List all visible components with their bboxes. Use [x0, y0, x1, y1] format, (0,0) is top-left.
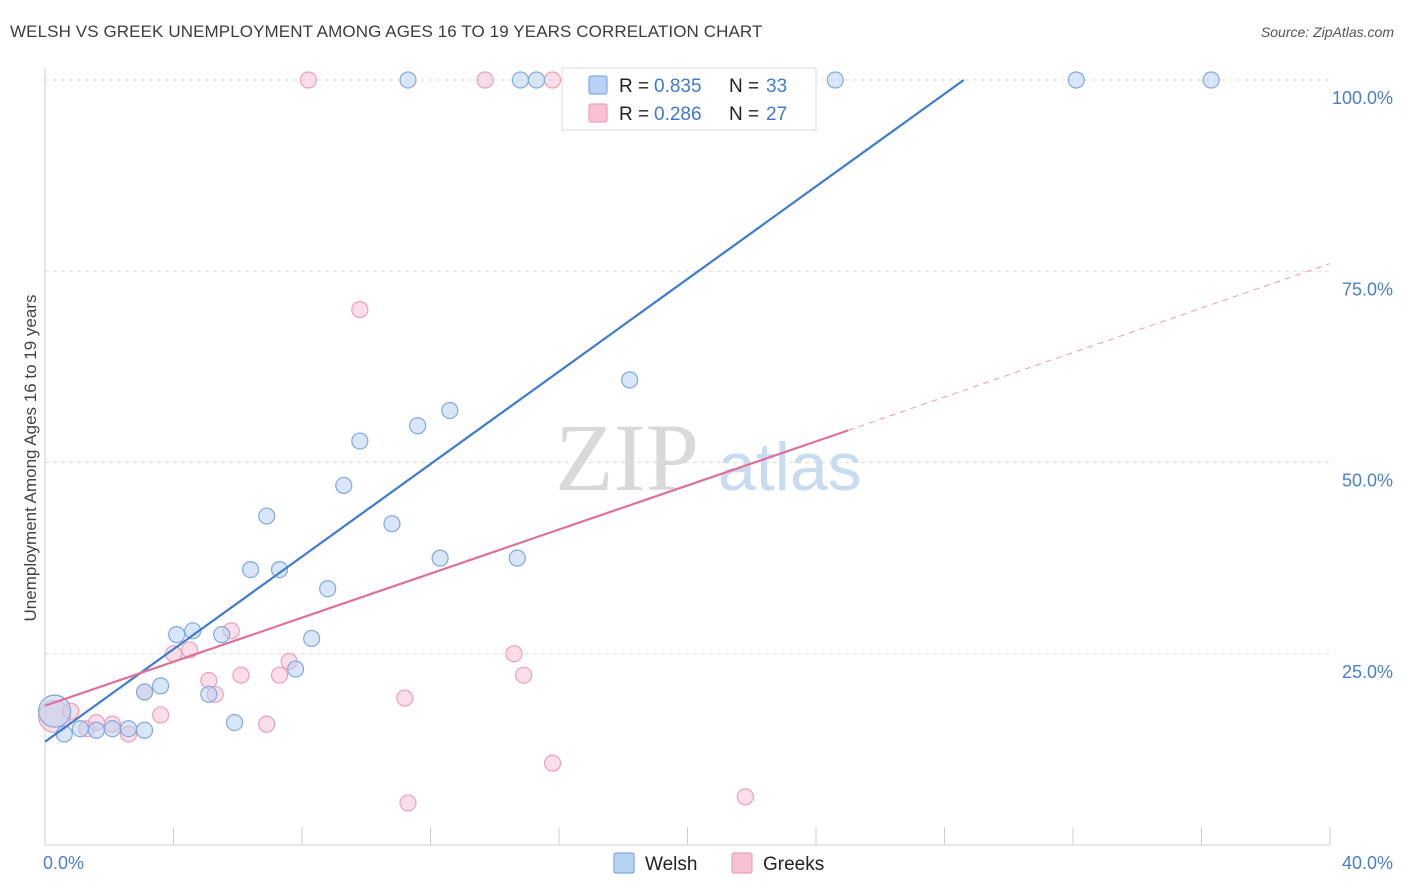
welsh-point: [1202, 71, 1220, 89]
watermark: ZIP atlas: [555, 404, 862, 511]
grid: [45, 79, 1330, 655]
y-tick-label: 75.0%: [1342, 279, 1393, 299]
welsh-point: [152, 677, 170, 695]
welsh-point: [168, 626, 186, 644]
welsh-point: [409, 417, 427, 435]
greeks-trendline: [44, 429, 849, 707]
greeks-trendline-extension: [847, 263, 1331, 431]
welsh-point: [270, 560, 289, 579]
welsh-point: [527, 71, 546, 89]
greeks-point: [270, 666, 289, 684]
bottom-legend: Welsh Greeks: [613, 852, 824, 875]
welsh-point: [71, 720, 89, 738]
y-axis-label: Unemployment Among Ages 16 to 19 years: [21, 295, 40, 622]
legend-r-label: R =: [619, 104, 649, 125]
y-tick-label: 50.0%: [1342, 471, 1393, 491]
legend-n-value: 27: [766, 104, 787, 125]
welsh-point: [431, 549, 449, 567]
legend: R = 0.835 N = 33 R = 0.286 N = 27: [561, 67, 817, 131]
greeks-point: [476, 71, 494, 89]
welsh-legend-swatch: [588, 75, 608, 95]
welsh-point: [826, 71, 844, 89]
welsh-point: [135, 721, 154, 739]
legend-n-label: N =: [729, 76, 759, 97]
welsh-point: [508, 549, 526, 567]
legend-r-label: R =: [619, 76, 649, 97]
welsh-point: [242, 560, 260, 579]
greeks-point: [505, 645, 523, 663]
welsh-point: [441, 401, 459, 420]
welsh-point: [351, 432, 369, 450]
greeks-point: [543, 71, 562, 89]
welsh-point: [303, 629, 321, 648]
welsh-point: [200, 685, 218, 703]
greeks-bottom-label: Greeks: [763, 854, 824, 875]
greeks-legend-swatch: [588, 103, 608, 123]
y-tick-label: 25.0%: [1342, 662, 1393, 682]
legend-n-value: 33: [766, 76, 787, 97]
welsh-bottom-label: Welsh: [645, 854, 697, 875]
x-tick-label: 0.0%: [43, 853, 84, 873]
legend-r-value: 0.286: [654, 104, 702, 125]
greeks-bottom-swatch: [731, 852, 753, 874]
welsh-point: [135, 683, 154, 701]
x-tick-label: 40.0%: [1342, 853, 1393, 873]
welsh-point: [103, 720, 122, 738]
data-points: [38, 71, 1220, 812]
welsh-point: [225, 713, 244, 732]
source-label: Source: ZipAtlas.com: [1260, 24, 1394, 40]
y-tick-label: 100.0%: [1332, 88, 1393, 108]
welsh-point: [621, 371, 639, 389]
welsh-point: [286, 660, 305, 678]
trendlines: [44, 79, 1331, 743]
welsh-point: [1067, 71, 1085, 89]
welsh-bottom-swatch: [613, 852, 635, 874]
greeks-point: [736, 788, 754, 806]
greeks-point: [396, 689, 414, 707]
legend-r-value: 0.835: [654, 76, 702, 97]
chart-title: WELSH VS GREEK UNEMPLOYMENT AMONG AGES 1…: [10, 22, 763, 41]
welsh-point: [399, 71, 417, 89]
watermark-zip: ZIP: [555, 404, 699, 511]
welsh-point: [511, 71, 530, 89]
greeks-point: [543, 754, 562, 772]
welsh-point: [258, 507, 276, 525]
welsh-point: [335, 476, 353, 495]
greeks-point: [232, 666, 250, 684]
greeks-point: [399, 794, 417, 812]
legend-n-label: N =: [729, 104, 759, 125]
greeks-point: [351, 300, 369, 319]
welsh-point: [383, 515, 401, 533]
welsh-point: [319, 580, 337, 598]
welsh-point: [38, 694, 72, 728]
welsh-trendline: [44, 79, 965, 743]
greeks-point: [258, 715, 276, 733]
greeks-point: [299, 71, 318, 89]
greeks-point: [152, 706, 170, 724]
welsh-point: [119, 720, 138, 738]
welsh-point: [87, 721, 106, 739]
axes: 25.0% 50.0% 75.0% 100.0% 0.0% 40.0%: [43, 68, 1393, 873]
welsh-point: [213, 626, 231, 644]
greeks-point: [515, 666, 533, 684]
